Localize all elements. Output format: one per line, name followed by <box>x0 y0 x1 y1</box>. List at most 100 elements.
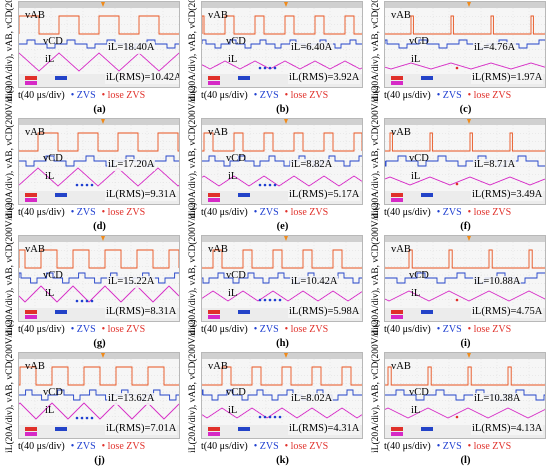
lose-zvs-legend: • lose ZVS <box>467 324 512 335</box>
v-ab-label: vAB <box>391 10 411 21</box>
panel-label: (d) <box>93 221 106 232</box>
i-l-peak-value: iL=6.40A <box>290 42 334 54</box>
oscilloscope-screen: vAB vCD iL iL=13.62A iL(RMS)=7.01A <box>18 352 180 439</box>
channel-1-chip <box>208 427 220 431</box>
lose-zvs-legend: • lose ZVS <box>467 441 512 452</box>
waveform-panel: iL(20A/div), vAB, vCD(200V/div) vAB vCD iL i… <box>183 0 366 117</box>
i-l-waveform <box>385 176 545 186</box>
i-l-peak-value: iL=8.71A <box>473 159 517 171</box>
lose-zvs-marker <box>455 66 459 70</box>
i-l-label: iL <box>45 405 55 416</box>
i-l-waveform <box>385 290 545 302</box>
time-axis-label: t(40 μs/div) <box>18 90 65 101</box>
y-axis-label: iL(20A/div), vAB, vCD(200V/div) <box>188 319 198 453</box>
v-ab-waveform <box>202 15 362 35</box>
v-ab-label: vAB <box>208 10 228 21</box>
channel-1-chip <box>391 310 403 314</box>
i-l-peak-value: iL=18.40A <box>107 42 156 54</box>
scope-top-bar <box>19 353 179 359</box>
v-ab-label: vAB <box>391 244 411 255</box>
lose-zvs-legend: • lose ZVS <box>284 441 329 452</box>
i-l-peak-value: iL=4.76A <box>473 42 517 54</box>
v-ab-waveform <box>385 249 545 269</box>
i-l-rms-value: iL(RMS)=10.42A <box>105 72 179 84</box>
v-cd-label: vCD <box>226 153 246 164</box>
time-axis-row: t(40 μs/div) • ZVS • lose ZVS <box>384 206 547 219</box>
lose-zvs-legend: • lose ZVS <box>101 324 146 335</box>
trigger-marker <box>467 119 471 124</box>
channel-2-chip <box>421 427 433 431</box>
zvs-marker <box>278 415 282 419</box>
trigger-marker <box>101 353 105 358</box>
scope-top-bar <box>202 236 362 242</box>
time-axis-label: t(40 μs/div) <box>201 90 248 101</box>
i-l-label: iL <box>45 288 55 299</box>
i-l-waveform <box>19 285 179 303</box>
v-ab-waveform <box>19 366 179 386</box>
i-l-waveform <box>385 407 545 419</box>
v-cd-label: vCD <box>226 36 246 47</box>
i-l-rms-value: iL(RMS)=9.31A <box>105 189 178 201</box>
trigger-marker <box>467 236 471 241</box>
scope-top-bar <box>19 2 179 8</box>
panel-label: (j) <box>94 455 105 466</box>
lose-zvs-legend: • lose ZVS <box>284 324 329 335</box>
v-ab-label: vAB <box>208 361 228 372</box>
oscilloscope-screen: vAB vCD iL iL=8.82A iL(RMS)=5.17A <box>201 118 363 205</box>
v-ab-waveform <box>202 366 362 386</box>
i-l-peak-value: iL=10.42A <box>290 276 339 288</box>
scope-top-bar <box>202 353 362 359</box>
channel-3-chip <box>25 81 37 85</box>
trigger-marker <box>101 236 105 241</box>
v-cd-label: vCD <box>409 153 429 164</box>
i-l-rms-value: iL(RMS)=4.13A <box>471 423 544 435</box>
lose-zvs-legend: • lose ZVS <box>101 90 146 101</box>
i-l-label: iL <box>45 54 55 65</box>
trigger-marker <box>467 353 471 358</box>
zvs-marker <box>258 298 262 302</box>
time-axis-label: t(40 μs/div) <box>201 207 248 218</box>
i-l-waveform <box>202 407 362 419</box>
v-cd-label: vCD <box>43 36 63 47</box>
v-cd-waveform <box>385 389 545 401</box>
panel-label: (f) <box>460 221 471 232</box>
zvs-marker <box>75 416 79 420</box>
oscilloscope-screen: vAB vCD iL iL=17.20A iL(RMS)=9.31A <box>18 118 180 205</box>
zvs-marker <box>273 66 277 70</box>
scope-top-bar <box>19 236 179 242</box>
lose-zvs-marker <box>455 182 459 186</box>
v-cd-waveform <box>202 272 362 284</box>
channel-3-chip <box>391 315 403 319</box>
i-l-rms-value: iL(RMS)=3.92A <box>288 72 361 84</box>
v-cd-waveform <box>385 39 545 49</box>
channel-3-chip <box>25 198 37 202</box>
zvs-marker <box>85 299 89 303</box>
i-l-waveform <box>19 167 179 187</box>
oscilloscope-screen: vAB vCD iL iL=10.88A iL(RMS)=4.75A <box>384 235 546 322</box>
v-cd-waveform <box>202 39 362 49</box>
channel-1-chip <box>391 193 403 197</box>
zvs-marker <box>268 298 272 302</box>
v-cd-label: vCD <box>43 153 63 164</box>
time-axis-label: t(40 μs/div) <box>18 441 65 452</box>
v-ab-label: vAB <box>25 244 45 255</box>
v-ab-waveform <box>19 15 179 35</box>
i-l-peak-value: iL=13.62A <box>107 393 156 405</box>
zvs-marker <box>268 183 272 187</box>
v-cd-waveform <box>19 389 179 401</box>
i-l-peak-value: iL=17.20A <box>107 159 156 171</box>
i-l-label: iL <box>411 405 421 416</box>
v-ab-label: vAB <box>208 244 228 255</box>
lose-zvs-marker <box>455 298 459 302</box>
time-axis-row: t(40 μs/div) • ZVS • lose ZVS <box>18 323 181 336</box>
zvs-marker <box>90 299 94 303</box>
zvs-legend: • ZVS <box>436 441 462 452</box>
i-l-peak-value: iL=10.88A <box>473 276 522 288</box>
scope-top-bar <box>385 2 545 8</box>
time-axis-row: t(40 μs/div) • ZVS • lose ZVS <box>384 89 547 102</box>
trigger-marker <box>101 119 105 124</box>
v-ab-waveform <box>385 132 545 152</box>
zvs-marker <box>90 183 94 187</box>
channel-1-chip <box>208 76 220 80</box>
channel-2-chip <box>238 76 250 80</box>
